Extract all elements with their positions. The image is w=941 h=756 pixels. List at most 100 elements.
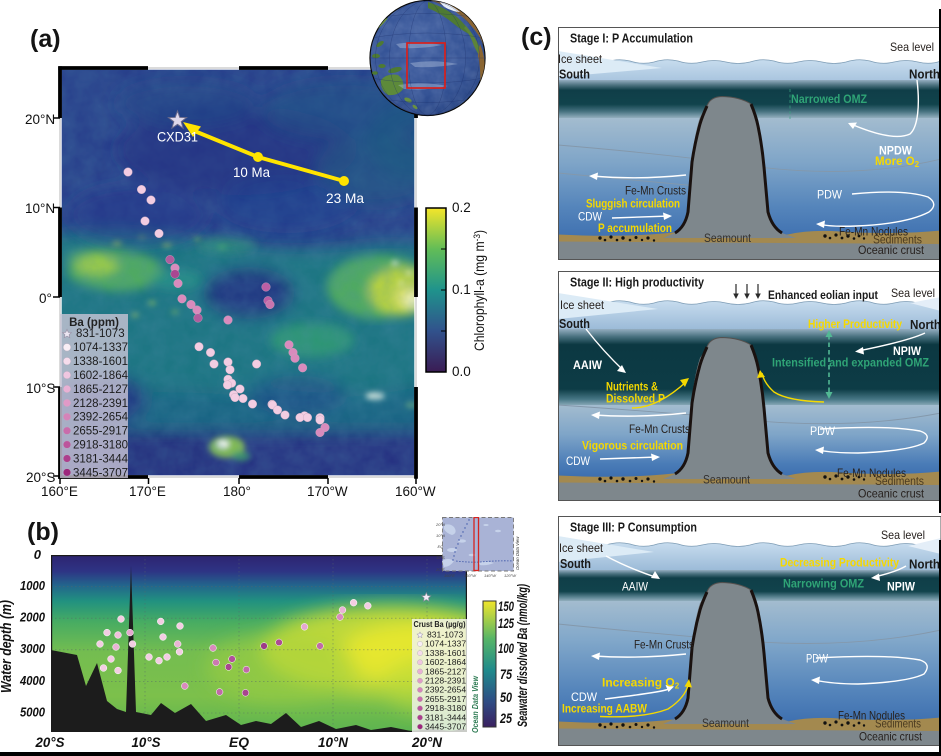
- svg-text:160°E: 160°E: [444, 573, 455, 578]
- svg-text:10°S: 10°S: [436, 555, 445, 560]
- svg-text:23 Ma: 23 Ma: [326, 190, 364, 206]
- svg-text:3000: 3000: [20, 641, 46, 656]
- svg-text:Narrowed OMZ: Narrowed OMZ: [791, 92, 867, 106]
- svg-text:831-1073: 831-1073: [427, 630, 464, 640]
- svg-text:Higher Productivity: Higher Productivity: [808, 317, 902, 331]
- svg-text:South: South: [559, 67, 590, 82]
- svg-text:North: North: [909, 557, 940, 572]
- svg-text:25: 25: [499, 711, 512, 726]
- svg-text:20°S: 20°S: [35, 734, 66, 750]
- svg-text:0: 0: [34, 547, 42, 562]
- svg-text:120°W: 120°W: [504, 573, 517, 578]
- svg-text:Fe-Mn Crusts: Fe-Mn Crusts: [634, 638, 694, 652]
- svg-text:2128-2391: 2128-2391: [425, 676, 466, 686]
- svg-text:Enhanced eolian input: Enhanced eolian input: [768, 288, 878, 302]
- svg-text:Fe-Mn Nodules: Fe-Mn Nodules: [838, 709, 905, 723]
- svg-text:140°W: 140°W: [484, 573, 497, 578]
- svg-text:NPIW: NPIW: [887, 580, 916, 594]
- svg-text:Dissolved P: Dissolved P: [606, 392, 665, 406]
- svg-text:Fe-Mn Nodules: Fe-Mn Nodules: [839, 225, 908, 239]
- svg-text:Sea level: Sea level: [881, 528, 925, 542]
- svg-text:South: South: [559, 316, 590, 331]
- svg-text:PDW: PDW: [810, 424, 836, 438]
- svg-text:5000: 5000: [20, 704, 46, 719]
- svg-text:Sluggish circulation: Sluggish circulation: [586, 197, 680, 211]
- svg-text:3445-3707: 3445-3707: [73, 467, 128, 478]
- svg-text:2918-3180: 2918-3180: [73, 440, 128, 452]
- svg-text:Seamount: Seamount: [704, 231, 752, 245]
- svg-text:2392-2654: 2392-2654: [73, 412, 128, 424]
- svg-text:Ice sheet: Ice sheet: [559, 541, 604, 555]
- svg-text:Fe-Mn Crusts: Fe-Mn Crusts: [629, 422, 690, 436]
- svg-text:Stage II: High productivity: Stage II: High productivity: [570, 275, 705, 290]
- svg-text:Decreasing Productivity: Decreasing Productivity: [780, 556, 899, 570]
- svg-text:2918-3180: 2918-3180: [425, 703, 466, 713]
- svg-text:Seawater dissolved Ba (nmol/kg: Seawater dissolved Ba (nmol/kg): [514, 584, 530, 727]
- svg-text:CXD31: CXD31: [157, 129, 198, 145]
- svg-text:20°N: 20°N: [411, 734, 443, 750]
- svg-text:Stage I: P Accumulation: Stage I: P Accumulation: [570, 31, 693, 46]
- svg-text:Chlorophyll-a (mg m-3): Chlorophyll-a (mg m-3): [471, 230, 487, 351]
- svg-text:North: North: [910, 317, 941, 332]
- svg-text:Stage III: P Consumption: Stage III: P Consumption: [570, 520, 697, 535]
- svg-text:Ocean Data View: Ocean Data View: [515, 536, 520, 570]
- svg-text:Crust Ba (µg/g): Crust Ba (µg/g): [414, 619, 466, 629]
- svg-text:1000: 1000: [20, 578, 46, 593]
- svg-text:75: 75: [500, 667, 512, 682]
- svg-text:Ba (ppm): Ba (ppm): [69, 317, 119, 329]
- svg-text:3445-3707: 3445-3707: [425, 722, 466, 732]
- svg-text:2655-2917: 2655-2917: [425, 694, 466, 704]
- svg-text:Fe-Mn Nodules: Fe-Mn Nodules: [837, 466, 906, 480]
- svg-text:Fe-Mn Crusts: Fe-Mn Crusts: [625, 184, 686, 198]
- svg-text:PDW: PDW: [817, 188, 843, 202]
- svg-text:CDW: CDW: [578, 210, 603, 224]
- svg-text:Sediments: Sediments: [873, 233, 922, 247]
- svg-text:AAIW: AAIW: [622, 580, 649, 594]
- svg-text:3181-3444: 3181-3444: [425, 712, 466, 722]
- svg-text:10°N: 10°N: [436, 533, 445, 538]
- svg-text:Narrowing OMZ: Narrowing OMZ: [783, 577, 864, 591]
- svg-text:Sea level: Sea level: [890, 40, 934, 54]
- svg-text:EQ: EQ: [438, 544, 444, 549]
- svg-text:Ocean Data View: Ocean Data View: [471, 675, 480, 733]
- svg-text:4000: 4000: [19, 673, 46, 688]
- svg-text:100: 100: [498, 641, 514, 656]
- svg-text:2000: 2000: [19, 610, 46, 625]
- svg-text:2655-2917: 2655-2917: [73, 426, 128, 438]
- svg-text:Oceanic crust: Oceanic crust: [859, 730, 923, 744]
- svg-text:20°S: 20°S: [436, 567, 445, 572]
- svg-text:Water depth (m): Water depth (m): [0, 600, 15, 693]
- svg-text:PDW: PDW: [806, 652, 829, 666]
- svg-text:50: 50: [500, 690, 512, 705]
- svg-text:3181-3444: 3181-3444: [73, 453, 128, 465]
- svg-text:Nutrients &: Nutrients &: [606, 380, 658, 394]
- svg-text:1338-1601: 1338-1601: [73, 356, 128, 368]
- svg-text:South: South: [560, 556, 591, 571]
- svg-text:1865-2127: 1865-2127: [73, 384, 128, 396]
- svg-text:Sea level: Sea level: [891, 286, 935, 300]
- svg-text:NPDW: NPDW: [879, 144, 913, 158]
- svg-text:1602-1864: 1602-1864: [425, 657, 466, 667]
- svg-text:P accumulation: P accumulation: [598, 221, 672, 235]
- svg-text:Seamount: Seamount: [702, 716, 750, 730]
- svg-text:160°W: 160°W: [464, 573, 477, 578]
- svg-text:2392-2654: 2392-2654: [425, 685, 466, 695]
- svg-text:CDW: CDW: [571, 690, 598, 704]
- svg-text:NPIW: NPIW: [893, 344, 922, 358]
- svg-text:Increasing AABW: Increasing AABW: [562, 702, 648, 716]
- svg-text:1074-1337: 1074-1337: [425, 639, 466, 649]
- svg-text:North: North: [909, 67, 940, 82]
- svg-text:Vigorous circulation: Vigorous circulation: [582, 439, 683, 453]
- svg-text:EQ: EQ: [229, 734, 249, 750]
- svg-text:20°N: 20°N: [436, 522, 445, 527]
- svg-text:1865-2127: 1865-2127: [425, 666, 466, 676]
- svg-text:1338-1601: 1338-1601: [425, 648, 466, 658]
- svg-text:AAIW: AAIW: [573, 358, 603, 372]
- svg-text:Increasing O2: Increasing O2: [602, 676, 680, 691]
- svg-text:Ice sheet: Ice sheet: [558, 52, 603, 66]
- svg-text:10°S: 10°S: [132, 734, 162, 750]
- svg-text:Sediments: Sediments: [875, 717, 921, 731]
- svg-text:1602-1864: 1602-1864: [73, 370, 128, 382]
- svg-text:Oceanic crust: Oceanic crust: [858, 487, 925, 501]
- svg-text:831-1073: 831-1073: [76, 328, 125, 340]
